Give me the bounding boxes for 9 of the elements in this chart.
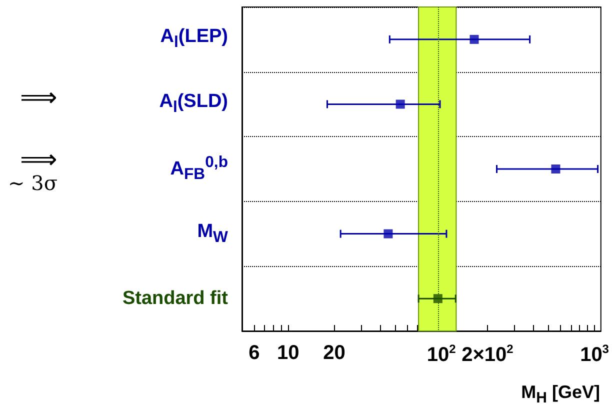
text: ⟹: [20, 83, 58, 113]
x-tick-label: 20: [323, 342, 346, 364]
x-tick-label: 6: [248, 342, 260, 364]
y-tick-label: M$_{W}$: [197, 220, 228, 247]
y-tick-label: A$_{l}$(SLD): [159, 91, 228, 117]
y-tick-label: Standard fit: [122, 288, 228, 310]
x-axis-title: M$_{H}$ [GeV]: [521, 382, 600, 407]
x-tick-label: 10: [276, 342, 300, 364]
y-tick-label: A$_{l}$(LEP): [160, 26, 228, 52]
